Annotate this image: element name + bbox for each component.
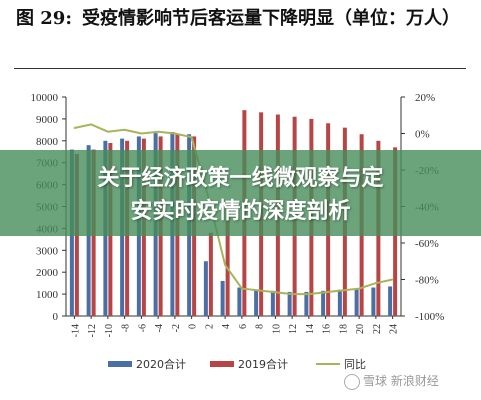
yoy-point [157,130,159,133]
yoy-point [341,289,344,292]
x-tick-label: -4 [154,324,165,332]
bar-2019 [225,202,230,316]
yoy-point [224,264,226,266]
x-tick-label: -2 [171,324,182,332]
bar-2020 [337,289,342,316]
right-tick-label: -100% [415,311,444,323]
yoy-point [324,291,327,294]
left-tick-label: 0 [53,311,59,323]
banner-line-2: 安实时疫情的深度剖析 [130,199,351,224]
yoy-point [107,130,109,133]
yoy-point [257,289,260,292]
x-tick-label: 14 [305,324,316,334]
bar-2020 [304,291,309,316]
right-tick-label: -80% [415,275,439,287]
bar-2019 [208,232,213,316]
x-tick-label: -12 [87,324,98,337]
chart-title: 图 29: 受疫情影响节后客运量下降明显（单位：万人） [16,6,471,32]
x-tick-label: 22 [372,324,383,334]
bar-2020 [254,289,259,316]
yoy-point [140,132,143,135]
yoy-line [74,123,393,296]
right-tick-label: -60% [415,238,439,250]
bar-2020 [388,286,393,316]
bar-2020 [270,290,275,316]
x-tick-label: 6 [238,324,249,329]
yoy-point [90,123,92,126]
x-tick-label: -14 [70,324,81,337]
legend-label: 2019合计 [238,357,288,371]
bar-2020 [237,287,242,316]
watermark: 雪球 新浪财经 [344,372,439,390]
x-tick-label: -8 [121,324,132,332]
bar-2020 [220,280,225,316]
yoy-point [375,282,377,284]
yoy-point [274,291,277,294]
legend-swatch-2020 [108,361,132,367]
yoy-point [308,293,310,295]
x-tick-label: 8 [255,324,266,329]
x-tick-label: -10 [104,324,115,337]
yoy-point [73,127,76,129]
left-tick-label: 8000 [36,136,59,148]
x-tick-label: 18 [338,324,349,334]
legend-swatch-2019 [210,361,234,367]
overlay-banner-text: 关于经济政策一线微观察与定 安实时疫情的深度剖析 [0,162,481,228]
x-tick-label: 24 [389,324,400,334]
bar-2020 [321,290,326,316]
watermark-logo-icon [344,373,360,390]
x-tick-label: 12 [288,324,299,334]
yoy-point [174,132,176,135]
yoy-point [291,293,293,295]
x-tick-label: 2 [204,324,215,329]
yoy-point [123,129,126,131]
overlay-banner [0,150,481,236]
watermark-text: 雪球 新浪财经 [363,374,439,388]
chart-line [73,123,394,296]
x-tick-label: 16 [322,324,333,334]
yoy-point [358,287,360,290]
bar-2020 [287,291,292,316]
left-tick-label: 9000 [36,114,59,126]
right-tick-label: 20% [415,92,435,104]
legend-label: 2020合计 [136,357,186,371]
bar-2020 [371,287,376,316]
left-tick-label: 1000 [36,289,59,301]
yoy-point [190,136,193,138]
yoy-point [391,278,394,281]
left-tick-label: 2000 [36,267,59,279]
x-tick-label: 0 [188,324,199,329]
figure-caption: 受疫情影响节后客运量下降明显（单位：万人） [81,8,460,29]
x-tick-label: 20 [355,324,366,334]
x-tick-label: -6 [137,324,148,332]
left-tick-label: 3000 [36,245,59,257]
bar-2020 [203,261,208,316]
x-tick-label: 4 [221,324,232,329]
right-tick-label: 0% [415,129,430,141]
legend-label: 同比 [344,358,366,371]
banner-line-1: 关于经济政策一线微观察与定 [97,166,384,191]
title-rule [14,68,466,69]
figure-number: 图 29: [16,8,72,29]
chart-legend: 2020合计 2019合计 同比 [108,357,366,371]
bar-2020 [354,288,359,316]
x-tick-label: 10 [271,324,282,334]
yoy-point [241,287,243,290]
left-tick-label: 10000 [31,92,59,104]
